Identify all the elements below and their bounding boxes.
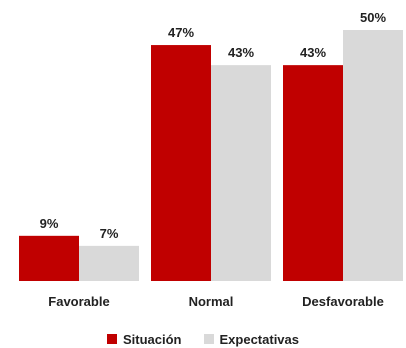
data-label-desfavorable-expectativas: 50% <box>360 10 386 25</box>
chart-legend: Situación Expectativas <box>0 330 406 348</box>
bar-normal-expectativas <box>211 65 271 281</box>
data-label-normal-expectativas: 43% <box>228 45 254 60</box>
category-label-normal: Normal <box>189 294 234 309</box>
category-label-favorable: Favorable <box>48 294 109 309</box>
legend-label-expectativas: Expectativas <box>219 331 300 347</box>
bar-desfavorable-situacion <box>283 65 343 281</box>
bar-desfavorable-expectativas <box>343 30 403 281</box>
data-label-desfavorable-situacion: 43% <box>300 45 326 60</box>
bar-favorable-situacion <box>19 235 79 281</box>
legend-item-expectativas: Expectativas <box>203 331 300 347</box>
legend-swatch-expectativas <box>203 334 214 344</box>
legend-swatch-situacion <box>106 334 117 344</box>
chart-plot-area: 9% 7% Favorable 47% 43% Normal 43% 50% Desfavora… <box>19 10 403 309</box>
category-label-desfavorable: Desfavorable <box>302 294 384 309</box>
data-label-favorable-expectativas: 7% <box>100 226 119 241</box>
legend-item-situacion: Situación <box>106 331 182 347</box>
bar-favorable-expectativas <box>79 245 139 281</box>
data-label-normal-situacion: 47% <box>168 25 194 40</box>
legend-label-situacion: Situación <box>122 331 182 347</box>
data-label-favorable-situacion: 9% <box>40 216 59 231</box>
bar-normal-situacion <box>151 45 211 282</box>
